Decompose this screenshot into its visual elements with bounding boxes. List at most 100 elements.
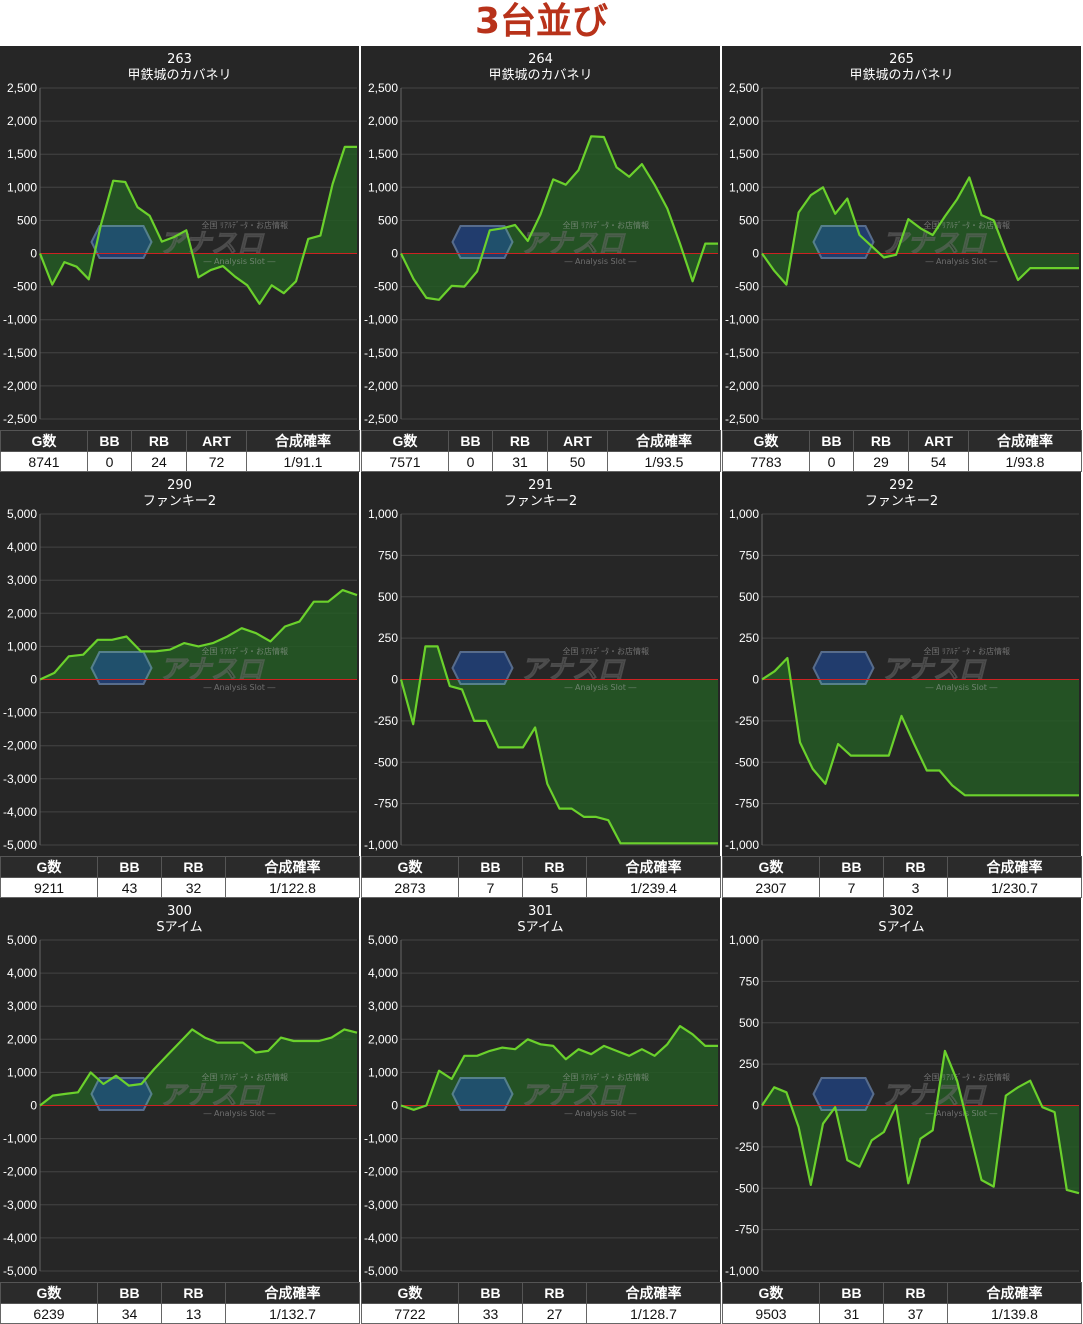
y-tick-label: 4,000: [7, 540, 37, 554]
y-tick-label: 0: [391, 673, 398, 687]
series-line: [399, 645, 718, 845]
area-fill: [762, 177, 1079, 285]
stats-value-cell: 37: [883, 1303, 948, 1324]
y-tick-label: 750: [378, 548, 398, 562]
y-tick-label: 500: [378, 590, 398, 604]
stats-header-cell: RB: [853, 430, 909, 452]
y-tick-label: 2,000: [7, 114, 37, 128]
stats-header-cell: G数: [722, 856, 820, 878]
machine-number: 264: [528, 52, 553, 67]
watermark-sub-text: ― Analysis Slot ―: [204, 257, 276, 266]
y-tick-label: -1,500: [725, 346, 759, 360]
watermark-main-text: アナスロ: [160, 655, 265, 685]
stats-header-cell: 合成確率: [225, 856, 360, 878]
watermark-top-text: 全国 ﾘｱﾙﾃﾞｰﾀ・お店情報: [563, 646, 650, 656]
y-tick-label: -2,000: [725, 379, 759, 393]
chart-panel-300: 5,000 4,000 3,000 2,000 1,000 0 -1,000 -2,000 -3…: [0, 898, 360, 1324]
stats-value-cell: 3: [883, 877, 948, 898]
y-tick-label: -2,000: [364, 379, 398, 393]
stats-value-cell: 9503: [722, 1303, 820, 1324]
chart-svg: 1,000 750 500 250 0 -250 -500 -750 -1,000 302Sアイム…: [722, 898, 1081, 1282]
chart-svg: 2,500 2,000 1,500 1,000 500 0 -500 -1,000 -1,500…: [0, 46, 359, 430]
y-tick-label: 0: [30, 673, 37, 687]
watermark-top-text: 全国 ﾘｱﾙﾃﾞｰﾀ・お店情報: [202, 646, 289, 656]
machine-number: 291: [528, 478, 553, 493]
chart-panel-264: 2,500 2,000 1,500 1,000 500 0 -500 -1,000 -1,500…: [361, 46, 721, 472]
y-tick-label: 1,500: [729, 147, 759, 161]
y-tick-label: -1,000: [725, 838, 759, 852]
stats-header-cell: 合成確率: [246, 430, 360, 452]
stats-header-cell: RB: [522, 856, 587, 878]
y-tick-label: -1,000: [725, 313, 759, 327]
machine-name: 甲鉄城のカバネリ: [127, 68, 231, 83]
watermark-sub-text: ― Analysis Slot ―: [926, 1109, 998, 1118]
watermark-sub-text: ― Analysis Slot ―: [565, 683, 637, 692]
stats-header-cell: ART: [908, 430, 969, 452]
y-tick-label: -500: [735, 755, 759, 769]
series-line: [39, 1028, 358, 1107]
machine-name: ファンキー2: [504, 494, 577, 509]
stats-header-cell: G数: [0, 1282, 98, 1304]
stats-value-cell: 1/132.7: [225, 1303, 360, 1324]
stats-header-cell: BB: [809, 430, 854, 452]
watermark-main-text: アナスロ: [160, 1081, 265, 1111]
machine-name: 甲鉄城のカバネリ: [488, 68, 592, 83]
stats-header-cell: BB: [97, 856, 162, 878]
stats-header-cell: G数: [361, 430, 449, 452]
stats-value-cell: 29: [853, 451, 909, 472]
chart-panel-302: 1,000 750 500 250 0 -250 -500 -750 -1,000 302 Sアイム…: [722, 898, 1082, 1324]
y-tick-label: 1,500: [7, 147, 37, 161]
machine-number: 300: [167, 904, 192, 919]
y-tick-label: 0: [752, 673, 759, 687]
stats-header-cell: BB: [448, 430, 493, 452]
watermark-main-text: アナスロ: [521, 655, 626, 685]
y-tick-label: -750: [735, 797, 759, 811]
y-tick-label: 1,000: [729, 507, 759, 521]
machine-number: 265: [889, 52, 914, 67]
watermark-main-text: アナスロ: [160, 229, 265, 259]
watermark-main-text: アナスロ: [882, 1081, 987, 1111]
y-tick-label: -4,000: [3, 805, 37, 819]
y-tick-label: -4,000: [3, 1231, 37, 1245]
stats-value-cell: 1/230.7: [947, 877, 1082, 898]
y-tick-label: 2,000: [368, 1032, 398, 1046]
area-fill: [762, 1050, 1079, 1194]
stats-value-cell: 31: [492, 451, 548, 472]
watermark-sub-text: ― Analysis Slot ―: [565, 257, 637, 266]
y-tick-label: 2,000: [7, 1032, 37, 1046]
y-tick-label: -500: [13, 280, 37, 294]
watermark-top-text: 全国 ﾘｱﾙﾃﾞｰﾀ・お店情報: [563, 220, 650, 230]
y-tick-label: -3,000: [3, 772, 37, 786]
stats-header-cell: RB: [161, 1282, 226, 1304]
y-tick-label: 3,000: [7, 999, 37, 1013]
y-tick-label: -2,000: [3, 1165, 37, 1179]
y-tick-label: -500: [735, 1181, 759, 1195]
stats-value-cell: 0: [809, 451, 854, 472]
y-tick-label: -2,500: [364, 412, 398, 426]
machine-number: 292: [889, 478, 914, 493]
stats-value-cell: 5: [522, 877, 587, 898]
y-tick-label: 1,000: [729, 933, 759, 947]
machine-name: 甲鉄城のカバネリ: [849, 68, 953, 83]
stats-value-cell: 1/128.7: [586, 1303, 721, 1324]
stats-value-cell: 1/139.8: [947, 1303, 1082, 1324]
chart-panel-291: 1,000 750 500 250 0 -250 -500 -750 -1,000 291 ファンキ…: [361, 472, 721, 898]
stats-value-cell: 32: [161, 877, 226, 898]
stats-header-cell: G数: [361, 1282, 459, 1304]
y-tick-label: 1,500: [368, 147, 398, 161]
chart-panel-290: 5,000 4,000 3,000 2,000 1,000 0 -1,000 -2,000 -3…: [0, 472, 360, 898]
stats-header-cell: ART: [186, 430, 247, 452]
y-tick-label: 500: [739, 1016, 759, 1030]
y-tick-label: -1,500: [3, 346, 37, 360]
stats-value-cell: 1/93.8: [968, 451, 1082, 472]
chart-panel-292: 1,000 750 500 250 0 -250 -500 -750 -1,000 292 ファンキ…: [722, 472, 1082, 898]
y-tick-label: 0: [752, 1099, 759, 1113]
y-tick-label: -5,000: [364, 1264, 398, 1278]
y-tick-label: 0: [391, 1099, 398, 1113]
stats-header-cell: BB: [819, 1282, 884, 1304]
machine-name: Sアイム: [517, 920, 563, 935]
machine-name: ファンキー2: [143, 494, 216, 509]
chart-panel-263: 2,500 2,000 1,500 1,000 500 0 -500 -1,000 -1,500…: [0, 46, 360, 472]
chart-svg: 2,500 2,000 1,500 1,000 500 0 -500 -1,000 -1,500…: [361, 46, 720, 430]
stats-value-cell: 7: [819, 877, 884, 898]
